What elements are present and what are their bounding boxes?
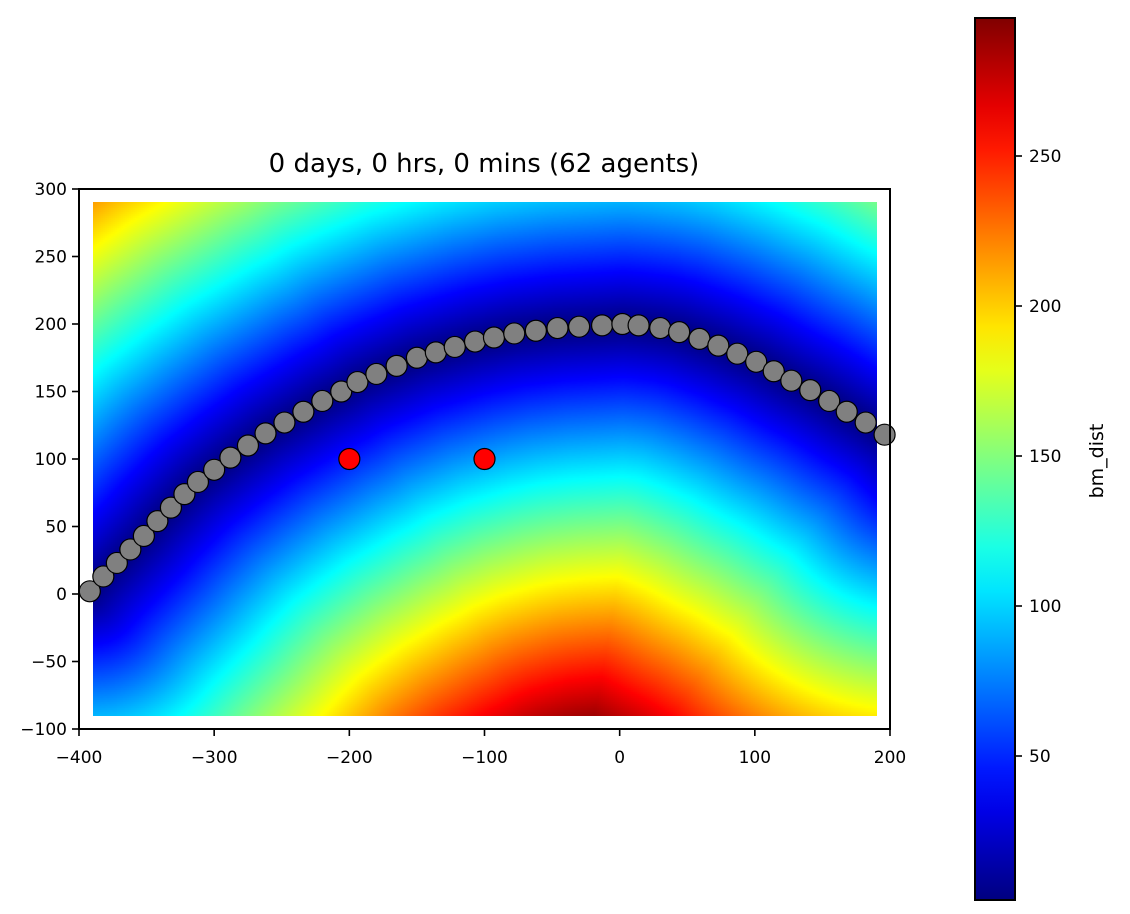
targets-layer [338, 447, 496, 471]
agent-marker [854, 411, 877, 434]
agent-marker [627, 314, 650, 337]
agent-marker [346, 370, 369, 394]
colorbar-ticks: 50 100 150 200 250 [1015, 147, 1061, 767]
y-tick-label: 50 [45, 518, 67, 538]
y-tick-label: 150 [35, 383, 67, 403]
agents-layer [78, 312, 896, 603]
agent-marker [835, 400, 858, 423]
x-axis: −400 −300 −200 −100 0 100 200 [56, 729, 906, 768]
agent-marker [146, 509, 169, 533]
agent-marker [119, 538, 142, 561]
x-tick-label: −200 [326, 748, 373, 768]
agent-marker [203, 458, 226, 481]
target-marker [338, 447, 361, 471]
agent-marker [186, 470, 210, 494]
agent-marker [726, 342, 749, 365]
agent-marker [780, 369, 803, 392]
agent-marker [365, 362, 388, 386]
agent-marker [668, 321, 691, 344]
y-tick-label: 100 [35, 450, 67, 470]
y-tick-label: −100 [20, 720, 67, 740]
agent-marker [482, 326, 506, 349]
agent-marker [219, 446, 242, 469]
colorbar-tick-label: 50 [1029, 747, 1051, 767]
colorbar: 50 100 150 200 250 bm_dist [974, 17, 1108, 901]
colorbar-tick-label: 250 [1029, 147, 1061, 167]
agent-marker [873, 423, 896, 446]
agent-marker [546, 316, 569, 340]
agent-marker [707, 334, 730, 357]
y-tick-label: 300 [35, 180, 67, 200]
agent-marker [443, 335, 466, 359]
x-tick-label: 100 [739, 748, 771, 768]
agent-marker [568, 315, 591, 338]
x-tick-label: 200 [874, 748, 906, 768]
agent-marker [590, 314, 614, 337]
agent-marker [745, 350, 768, 373]
y-tick-label: 200 [35, 315, 67, 335]
agent-marker [424, 341, 447, 364]
agent-marker [236, 434, 260, 457]
colorbar-label: bm_dist [1086, 424, 1108, 499]
agent-marker [799, 379, 822, 402]
x-tick-label: −400 [56, 748, 103, 768]
y-tick-label: 250 [35, 248, 67, 268]
x-tick-label: 0 [614, 748, 625, 768]
agent-marker [254, 422, 277, 445]
agent-marker [649, 316, 672, 340]
agent-marker [688, 327, 711, 350]
agent-marker [524, 319, 547, 342]
x-tick-label: −100 [461, 748, 508, 768]
colorbar-gradient [975, 18, 1015, 900]
colorbar-tick-label: 200 [1029, 297, 1061, 317]
agent-marker [818, 389, 841, 413]
agent-marker [385, 354, 408, 377]
agent-marker [463, 330, 487, 353]
agent-marker [105, 551, 128, 575]
agent-marker [132, 524, 155, 548]
plot-area [78, 188, 896, 730]
colorbar-tick-label: 150 [1029, 447, 1061, 467]
agent-marker [292, 400, 315, 423]
y-tick-label: −50 [31, 653, 67, 673]
agent-marker [311, 389, 334, 413]
y-axis: −100 −50 0 50 100 150 200 250 300 [20, 180, 79, 740]
agent-marker [273, 411, 296, 434]
x-tick-label: −300 [191, 748, 238, 768]
target-marker [473, 447, 496, 471]
agent-marker [762, 360, 785, 383]
agent-marker [92, 565, 115, 588]
agent-marker [405, 346, 429, 369]
colorbar-frame [974, 17, 1016, 901]
agent-marker [503, 322, 526, 345]
y-tick-label: 0 [56, 585, 67, 605]
colorbar-tick-label: 100 [1029, 597, 1061, 617]
chart-title: 0 days, 0 hrs, 0 mins (62 agents) [269, 149, 700, 179]
agent-marker [159, 496, 183, 519]
